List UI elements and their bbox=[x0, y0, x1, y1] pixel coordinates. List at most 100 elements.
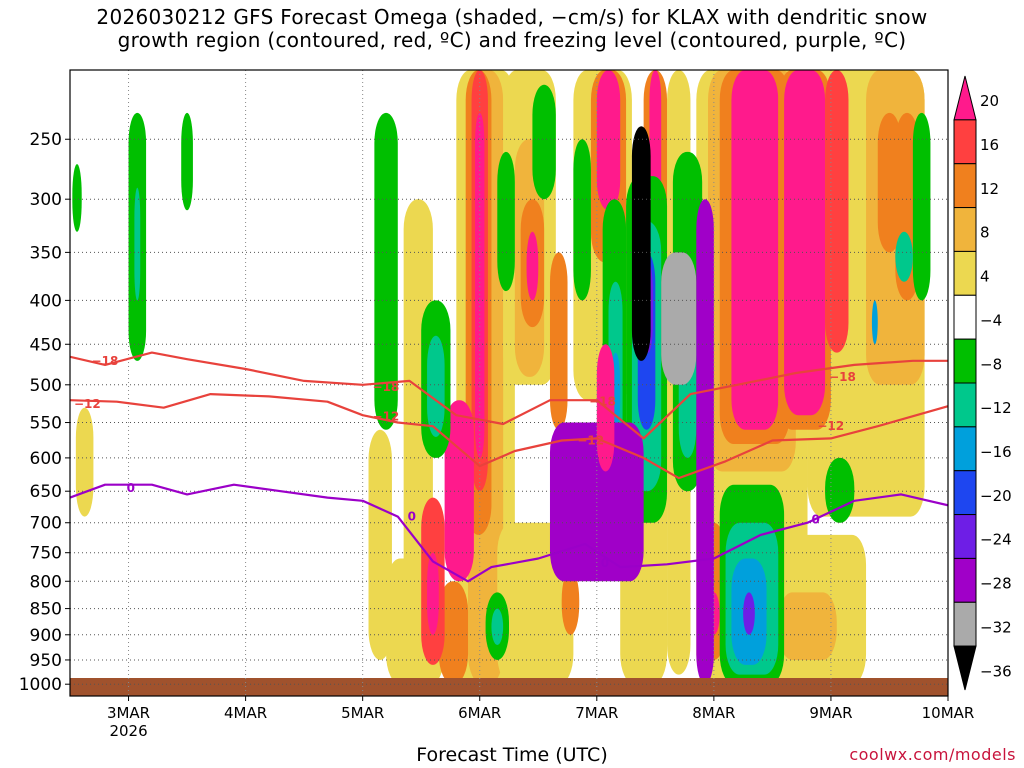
x-tick-label-3MAR: 3MAR bbox=[107, 704, 150, 722]
contour-label: 0 bbox=[812, 513, 820, 527]
plot-frame bbox=[69, 69, 949, 697]
contour-dgz_top bbox=[70, 351, 948, 440]
y-tick-label-550: 550 bbox=[30, 414, 62, 434]
omega-region-c8 bbox=[573, 139, 591, 301]
y-tick-label-900: 900 bbox=[30, 626, 62, 646]
contour-label: 0 bbox=[127, 481, 135, 495]
colorbar-box bbox=[953, 294, 977, 340]
colorbar-box bbox=[953, 338, 977, 384]
y-tick-label-450: 450 bbox=[30, 335, 62, 355]
omega-region-c12 bbox=[491, 608, 504, 645]
omega-region-c12 bbox=[134, 187, 141, 301]
omega-region-w12 bbox=[438, 581, 469, 678]
colorbar-label: −12 bbox=[980, 399, 1012, 417]
colorbar-label: 20 bbox=[980, 92, 999, 110]
omega-region-w12 bbox=[549, 252, 568, 430]
y-tick-label-600: 600 bbox=[30, 449, 62, 469]
omega-region-c8 bbox=[532, 84, 556, 200]
colorbar: 20 16 12 8 4 −4 −8 −12 −16 −20 −24 −28 −32 −36 bbox=[953, 75, 1012, 691]
contour-label: −18 bbox=[589, 395, 616, 409]
ground-layer bbox=[70, 678, 948, 696]
colorbar-label: −20 bbox=[980, 487, 1012, 505]
omega-region-w20 bbox=[784, 70, 826, 416]
omega-region-c32 bbox=[661, 252, 697, 385]
y-tick-label-650: 650 bbox=[30, 482, 62, 502]
contour-label: −18 bbox=[373, 380, 400, 394]
y-tick-label-950: 950 bbox=[30, 651, 62, 671]
y-tick-label-250: 250 bbox=[30, 130, 62, 150]
colorbar-label: 4 bbox=[980, 268, 990, 286]
site-credit: coolwx.com/models bbox=[849, 745, 1016, 764]
omega-region-c28 bbox=[549, 422, 644, 582]
omega-region-w20 bbox=[526, 231, 539, 301]
colorbar-box bbox=[953, 382, 977, 428]
colorbar-triangle-bottom bbox=[953, 645, 977, 691]
omega-region-w20 bbox=[427, 552, 439, 635]
y-tick-label-500: 500 bbox=[30, 376, 62, 396]
contour-label: −12 bbox=[577, 433, 604, 447]
y-tick-label-400: 400 bbox=[30, 291, 62, 311]
y-tick-label-350: 350 bbox=[30, 243, 62, 263]
contour-labels: −18 −12 0 −18 −12 0 −18 −12 0 −18 −12 0 bbox=[74, 354, 856, 570]
omega-region-c24 bbox=[743, 592, 755, 635]
ground-surface bbox=[70, 678, 948, 696]
x-tick-label-10MAR: 10MAR bbox=[922, 704, 975, 722]
x-tick-label-4MAR: 4MAR bbox=[224, 704, 267, 722]
contour-label: −18 bbox=[92, 354, 119, 368]
colorbar-label: −4 bbox=[980, 311, 1002, 329]
colorbar-label: −8 bbox=[980, 355, 1002, 373]
omega-region-c8 bbox=[825, 457, 855, 523]
omega-region-c8 bbox=[912, 112, 931, 301]
omega-region-w12 bbox=[561, 569, 580, 635]
y-tick-label-750: 750 bbox=[30, 544, 62, 564]
colorbar-label: −24 bbox=[980, 531, 1012, 549]
contour-freezing bbox=[70, 483, 948, 583]
omega-region-w20 bbox=[444, 400, 474, 582]
colorbar-box bbox=[953, 470, 977, 516]
omega-shading-layer bbox=[72, 70, 931, 678]
x-tick-label-5MAR: 5MAR bbox=[341, 704, 384, 722]
contour-label: −12 bbox=[373, 410, 400, 424]
title-line-1: 2026030212 GFS Forecast Omega (shaded, −… bbox=[96, 5, 928, 29]
colorbar-label: 8 bbox=[980, 224, 990, 242]
omega-region-w4 bbox=[75, 407, 94, 517]
contour-label: 0 bbox=[408, 510, 416, 524]
contour-dgz_bot bbox=[70, 393, 948, 480]
omega-region-c12 bbox=[427, 335, 445, 437]
colorbar-label: 12 bbox=[980, 180, 999, 198]
x-tick-label-6MAR: 6MAR bbox=[458, 704, 501, 722]
y-tick-label-800: 800 bbox=[30, 572, 62, 592]
omega-region-w8 bbox=[778, 592, 837, 660]
x-tick-label-8MAR: 8MAR bbox=[692, 704, 735, 722]
colorbar-box bbox=[953, 514, 977, 559]
omega-region-w16 bbox=[825, 70, 849, 353]
omega-region-c8 bbox=[181, 112, 193, 211]
colorbar-box bbox=[953, 163, 977, 209]
colorbar-box bbox=[953, 601, 977, 647]
omega-region-w20 bbox=[731, 70, 779, 430]
y-tick-label-700: 700 bbox=[30, 514, 62, 534]
colorbar-triangle-top bbox=[953, 75, 977, 121]
y-axis-pressure: 250 300 350 400 450 500 550 600 650 700 750 800 850 9… bbox=[19, 130, 70, 695]
chart-title: 2026030212 GFS Forecast Omega (shaded, −… bbox=[0, 6, 1024, 52]
x-tick-label-9MAR: 9MAR bbox=[809, 704, 852, 722]
x-axis-title: Forecast Time (UTC) bbox=[416, 744, 608, 766]
colorbar-label: −28 bbox=[980, 575, 1012, 593]
grid-lines bbox=[70, 70, 949, 696]
omega-region-w12 bbox=[877, 112, 902, 253]
omega-region-w20 bbox=[596, 70, 621, 211]
contour-label: −18 bbox=[829, 370, 856, 384]
omega-region-c12 bbox=[895, 231, 913, 282]
x-tick-label-7MAR: 7MAR bbox=[575, 704, 618, 722]
y-tick-label-300: 300 bbox=[30, 190, 62, 210]
contour-lines bbox=[70, 351, 948, 583]
y-tick-label-850: 850 bbox=[30, 600, 62, 620]
omega-region-c28 bbox=[696, 199, 714, 678]
contour-label: 0 bbox=[601, 556, 609, 570]
colorbar-box bbox=[953, 426, 977, 472]
y-tick-label-1000: 1000 bbox=[19, 675, 62, 695]
colorbar-box bbox=[953, 250, 977, 296]
colorbar-label: 16 bbox=[980, 136, 999, 154]
colorbar-box bbox=[953, 557, 977, 603]
